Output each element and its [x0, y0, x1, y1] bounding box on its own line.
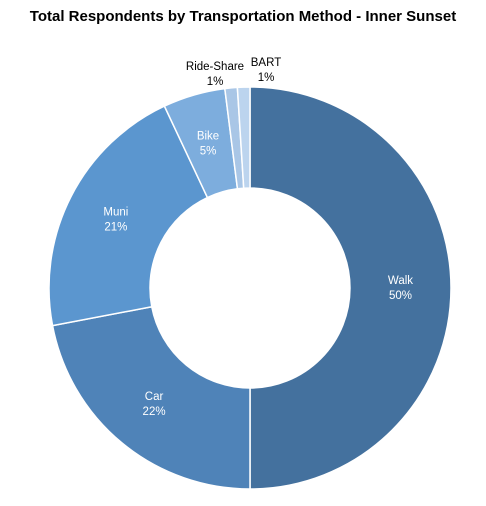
value-label-muni: 21% [104, 222, 127, 234]
category-label-ride-share: Ride-Share [186, 61, 244, 73]
category-label-bike: Bike [197, 130, 219, 142]
value-label-bike: 5% [200, 145, 217, 157]
value-label-bart: 1% [258, 72, 275, 84]
slices-group [48, 86, 452, 490]
slice-muni [48, 105, 209, 327]
value-label-walk: 50% [389, 290, 412, 302]
category-label-walk: Walk [388, 275, 413, 287]
value-label-car: 22% [143, 406, 166, 418]
labels-group: Walk 50% Car 22% Muni 21% Bike 5% Ride-Share 1% BA… [103, 57, 413, 418]
category-label-muni: Muni [103, 207, 128, 219]
slice-walk [249, 86, 452, 490]
value-label-ride-share: 1% [207, 76, 224, 88]
category-label-car: Car [145, 391, 164, 403]
slice-bart [236, 86, 251, 189]
category-label-bart: BART [251, 57, 281, 69]
chart-title: Total Respondents by Transportation Meth… [29, 8, 457, 25]
slice-car [51, 305, 251, 490]
